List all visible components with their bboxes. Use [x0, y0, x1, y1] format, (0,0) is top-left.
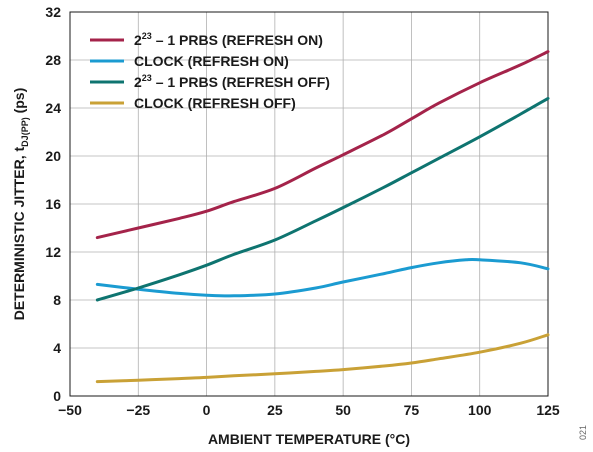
x-tick-label: 100 [468, 402, 492, 418]
series-line-2 [95, 257, 550, 298]
figure-id: 021 [578, 425, 588, 440]
y-axis-title: DETERMINISTIC JITTER, tDJ(PP) (ps) [11, 88, 30, 321]
legend-entry: 223 – 1 PRBS (REFRESH ON) [134, 31, 323, 48]
y-axis-title-subscript: DJ(PP) [20, 117, 30, 147]
x-tick-label: 50 [335, 402, 351, 418]
series-line-1 [95, 50, 550, 240]
y-tick-label: 24 [45, 100, 61, 116]
y-tick-label: 4 [53, 340, 61, 356]
series-line-4 [95, 333, 550, 384]
plot-frame [69, 11, 549, 397]
y-tick-label: 32 [45, 4, 61, 20]
y-tick-label: 12 [45, 244, 61, 260]
y-tick-label: 0 [53, 388, 61, 404]
y-tick-label: 20 [45, 148, 61, 164]
x-axis-title: AMBIENT TEMPERATURE (°C) [208, 431, 410, 447]
y-tick-label: 8 [53, 292, 61, 308]
y-axis-title-main: DETERMINISTIC JITTER, t [11, 146, 27, 320]
grid [70, 12, 548, 396]
y-tick-label: 16 [45, 196, 61, 212]
x-tick-label: 75 [404, 402, 420, 418]
legend-entry: 223 – 1 PRBS (REFRESH OFF) [134, 73, 330, 90]
series-layer [95, 50, 550, 384]
x-tick-label: 25 [267, 402, 283, 418]
tick-labels: −50 −25 0 25 50 75 100 125 0 4 8 12 16 20 24 28 32 [45, 4, 559, 418]
y-tick-label: 28 [45, 52, 61, 68]
y-axis-title-unit: (ps) [11, 88, 27, 118]
x-tick-label: 0 [203, 402, 211, 418]
x-tick-label: −25 [126, 402, 150, 418]
series-line-3 [95, 96, 550, 302]
legend-entry: CLOCK (REFRESH ON) [134, 53, 289, 69]
legend-entry: CLOCK (REFRESH OFF) [134, 95, 296, 111]
x-tick-label: −50 [58, 402, 82, 418]
legend: 223 – 1 PRBS (REFRESH ON) CLOCK (REFRESH … [90, 31, 330, 111]
x-tick-label: 125 [536, 402, 560, 418]
